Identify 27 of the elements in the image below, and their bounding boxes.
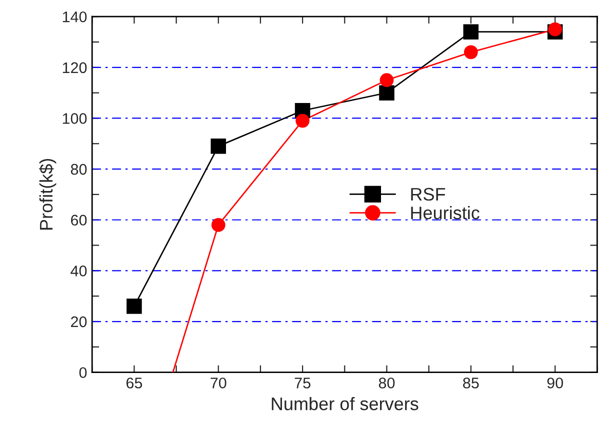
y-tick-label: 80 bbox=[70, 164, 87, 175]
x-tick-label: 80 bbox=[378, 378, 395, 388]
y-tick-label: 0 bbox=[79, 367, 87, 378]
x-axis-title: Number of servers bbox=[272, 396, 418, 410]
y-tick-label: 100 bbox=[62, 113, 87, 124]
point bbox=[296, 114, 310, 128]
point bbox=[380, 73, 394, 88]
y-tick-label: 140 bbox=[62, 11, 87, 22]
x-tick-label: 65 bbox=[126, 378, 142, 388]
point bbox=[210, 138, 226, 154]
point bbox=[548, 22, 562, 36]
point bbox=[463, 24, 479, 40]
legend-label: RSF bbox=[411, 188, 446, 201]
point bbox=[379, 85, 394, 100]
y-tick-label: 120 bbox=[62, 62, 87, 74]
x-tick-label: 90 bbox=[547, 378, 563, 388]
x-tick-label: 75 bbox=[294, 378, 310, 388]
y-tick-label: 20 bbox=[71, 316, 87, 328]
y-tick-label: 40 bbox=[70, 266, 87, 276]
x-tick-label: 85 bbox=[463, 378, 479, 388]
x-tick-label: 70 bbox=[210, 378, 226, 388]
point bbox=[464, 45, 478, 60]
legend-label: Heuristic bbox=[411, 206, 480, 220]
point bbox=[211, 218, 226, 232]
y-axis-title: Profit(k$) bbox=[39, 158, 56, 230]
point bbox=[126, 298, 142, 314]
y-tick-label: 60 bbox=[71, 214, 87, 226]
